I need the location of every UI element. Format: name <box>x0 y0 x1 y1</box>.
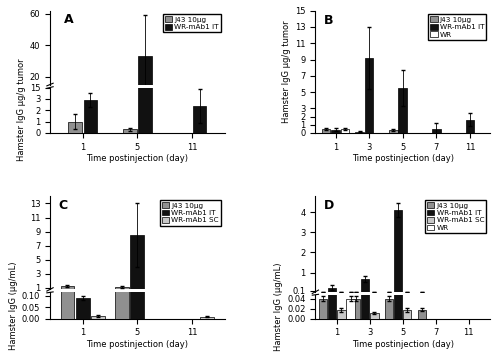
Bar <box>138 56 152 108</box>
X-axis label: Time postinjection (day): Time postinjection (day) <box>86 154 188 163</box>
Bar <box>130 0 144 319</box>
Bar <box>68 107 82 108</box>
Bar <box>370 313 378 319</box>
Bar <box>192 105 206 133</box>
Bar <box>200 317 214 319</box>
Legend: J43 10μg, WR-mAb1 IT, WR: J43 10μg, WR-mAb1 IT, WR <box>428 14 486 40</box>
Bar <box>328 287 336 292</box>
Bar <box>384 299 393 319</box>
Y-axis label: Hamster IgG (μg/mL): Hamster IgG (μg/mL) <box>274 262 283 351</box>
Bar <box>319 299 327 319</box>
Y-axis label: Hamster IgG μg/g tumor: Hamster IgG μg/g tumor <box>282 21 291 123</box>
Bar <box>328 194 336 319</box>
Bar <box>115 45 129 319</box>
Bar <box>192 104 206 108</box>
Bar <box>60 22 74 319</box>
Bar <box>91 316 105 319</box>
Bar <box>356 132 364 133</box>
Bar <box>352 299 360 319</box>
Bar <box>403 310 411 319</box>
Bar <box>361 279 370 292</box>
Bar <box>84 100 98 133</box>
Bar <box>76 298 90 319</box>
Bar <box>332 130 340 133</box>
Bar <box>68 121 82 133</box>
Bar <box>115 287 129 295</box>
Bar <box>340 129 349 133</box>
X-axis label: Time postinjection (day): Time postinjection (day) <box>86 340 188 349</box>
Bar <box>394 0 402 319</box>
Bar <box>338 310 345 319</box>
Text: A: A <box>64 13 74 26</box>
Bar <box>361 0 370 319</box>
Bar <box>365 58 374 133</box>
Bar <box>322 129 330 133</box>
X-axis label: Time postinjection (day): Time postinjection (day) <box>352 340 454 349</box>
Bar <box>432 129 440 133</box>
Text: C: C <box>58 199 68 212</box>
Legend: J43 10μg, WR-mAb1 IT, WR-mAb1 SC, WR: J43 10μg, WR-mAb1 IT, WR-mAb1 SC, WR <box>425 200 486 233</box>
Bar <box>346 299 355 319</box>
Bar <box>138 0 152 133</box>
X-axis label: Time postinjection (day): Time postinjection (day) <box>352 154 454 163</box>
Y-axis label: Hamster IgG (μg/mL): Hamster IgG (μg/mL) <box>8 261 18 350</box>
Bar <box>84 104 98 108</box>
Legend: J43 10μg, WR-mAb1 IT: J43 10μg, WR-mAb1 IT <box>163 14 221 33</box>
Bar <box>389 130 398 133</box>
Bar <box>398 88 407 133</box>
Legend: J43 10μg, WR-mAb1 IT, WR-mAb1 SC: J43 10μg, WR-mAb1 IT, WR-mAb1 SC <box>160 200 221 225</box>
Text: B: B <box>324 14 334 27</box>
Bar <box>418 310 426 319</box>
Text: D: D <box>324 199 334 212</box>
Bar <box>130 235 144 295</box>
Y-axis label: Hamster IgG μg/g tumor: Hamster IgG μg/g tumor <box>16 59 26 161</box>
Bar <box>123 130 136 133</box>
Bar <box>60 286 74 295</box>
Bar <box>394 210 402 292</box>
Bar <box>466 120 474 133</box>
